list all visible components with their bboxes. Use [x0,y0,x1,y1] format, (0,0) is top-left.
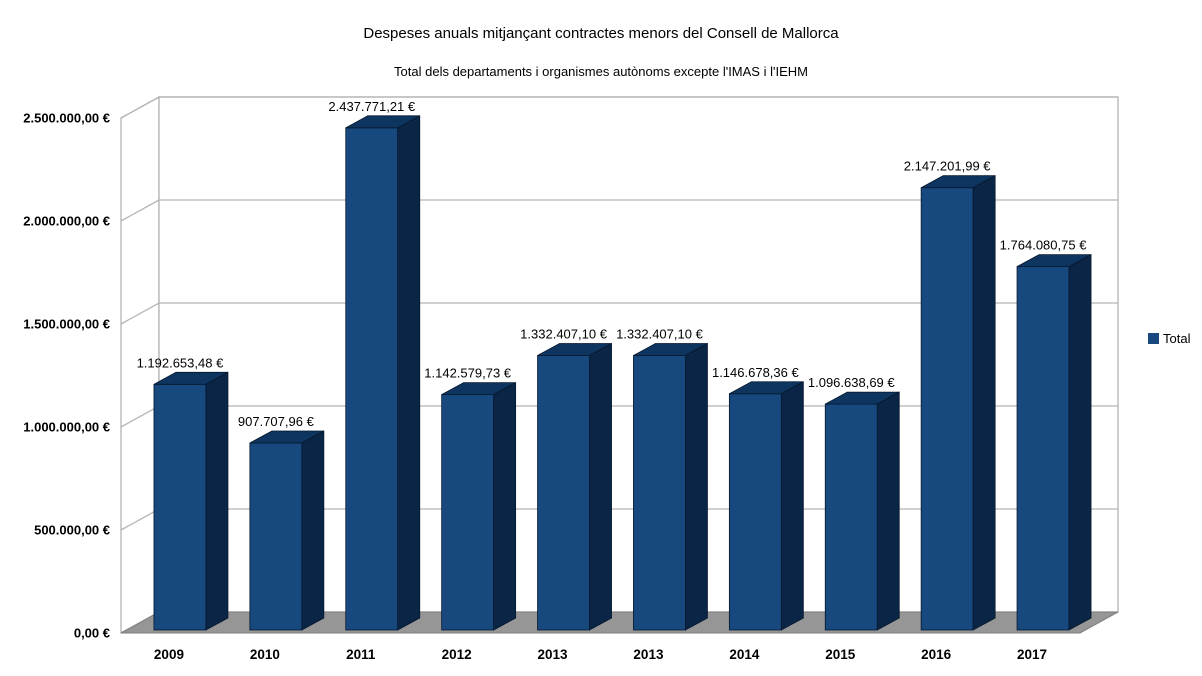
y-axis-label-0: 0,00 € [74,626,110,641]
x-axis-label-2014: 2014 [729,647,760,662]
x-axis-label-2017: 2017 [1017,647,1047,662]
bar-front-2013 [537,355,590,631]
legend-label-total: Total [1163,331,1191,346]
x-axis-label-2015: 2015 [825,647,856,662]
bar-front-2011 [345,127,399,631]
x-axis-label-2013: 2013 [633,647,664,662]
bar-value-label-2014: 1.146.678,36 € [712,365,800,380]
legend: Total [1148,331,1190,346]
bar-side-2015 [876,391,900,631]
gridline [120,96,1118,119]
bar-side-2013 [589,342,612,631]
bar-value-label-2009: 1.192.653,48 € [137,355,225,370]
x-axis-label-2011: 2011 [346,647,376,662]
chart-title: Despeses anuals mitjançant contractes me… [363,25,839,42]
bar-value-label-2013: 1.332.407,10 € [520,327,608,342]
x-axis-label-2016: 2016 [921,647,952,662]
legend-swatch-total [1148,333,1159,344]
bar-side-2011 [397,115,421,631]
bar-side-2012 [493,381,517,631]
bar-value-label-2017: 1.764.080,75 € [1000,238,1088,253]
bar-front-2015 [824,403,878,631]
bar-front-2014 [728,393,782,631]
bar-side-2014 [780,381,804,631]
y-axis-label-1: 500.000,00 € [34,523,110,538]
x-axis-label-2013: 2013 [538,647,569,662]
bar-side-2013 [685,342,708,631]
bar-front-2010 [249,442,303,631]
bar-value-label-2016: 2.147.201,99 € [904,159,992,174]
chart-subtitle: Total dels departaments i organismes aut… [394,64,808,79]
y-axis-label-3: 1.500.000,00 € [23,317,110,332]
y-axis-label-4: 2.000.000,00 € [23,214,110,229]
bar-front-2017 [1016,266,1070,631]
bar-front-2012 [441,394,495,631]
bar-side-2017 [1068,253,1092,631]
bar-value-label-2015: 1.096.638,69 € [808,375,896,390]
x-axis-label-2009: 2009 [154,647,184,662]
bar-front-2016 [920,187,974,631]
gridline [120,302,1118,325]
bar-side-2009 [205,371,229,631]
bar-value-label-2013: 1.332.407,10 € [616,327,704,342]
bar-side-2016 [972,175,996,631]
y-axis-label-5: 2.500.000,00 € [23,111,110,126]
bar-value-label-2010: 907.707,96 € [238,414,315,429]
y-axis-label-2: 1.000.000,00 € [23,420,110,435]
bar-value-label-2011: 2.437.771,21 € [328,99,416,114]
bar-side-2010 [301,430,325,631]
bar-value-label-2012: 1.142.579,73 € [424,366,512,381]
bar-front-2013 [633,355,686,631]
gridline [120,199,1118,222]
x-axis-label-2012: 2012 [442,647,472,662]
x-axis-label-2010: 2010 [250,647,280,662]
bar-front-2009 [153,383,207,631]
